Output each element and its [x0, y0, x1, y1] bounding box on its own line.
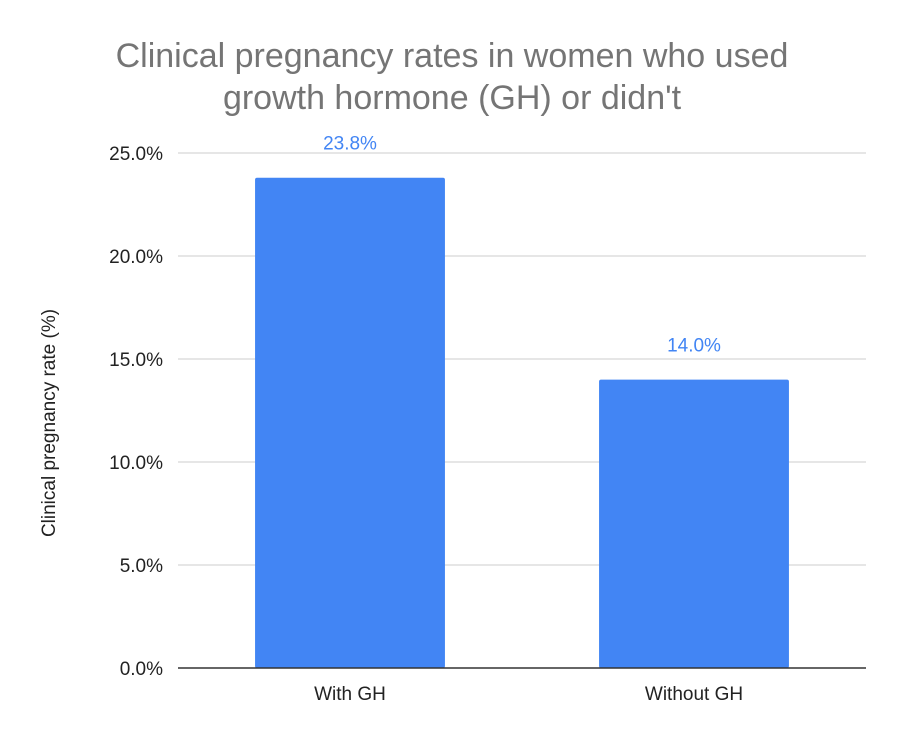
chart-title: Clinical pregnancy rates in women who us… [116, 37, 789, 117]
y-tick-label: 0.0% [120, 659, 163, 680]
y-axis-label: Clinical pregnancy rate (%) [39, 309, 60, 537]
x-tick-label: With GH [314, 684, 386, 705]
bar [599, 379, 789, 668]
bars [255, 177, 789, 668]
y-tick-label: 15.0% [109, 350, 163, 371]
data-labels: 23.8% 14.0% [323, 134, 721, 357]
data-label: 14.0% [667, 336, 721, 357]
y-tick-label: 10.0% [109, 453, 163, 474]
x-axis-ticks: With GH Without GH [314, 684, 743, 705]
data-label: 23.8% [323, 134, 377, 155]
chart-title-line-2: growth hormone (GH) or didn't [223, 79, 682, 117]
x-tick-label: Without GH [645, 684, 743, 705]
bar [255, 177, 445, 668]
y-tick-label: 5.0% [120, 556, 163, 577]
chart-title-line-1: Clinical pregnancy rates in women who us… [116, 37, 789, 75]
y-axis-ticks: 0.0% 5.0% 10.0% 15.0% 20.0% 25.0% [109, 144, 163, 680]
y-tick-label: 20.0% [109, 247, 163, 268]
y-tick-label: 25.0% [109, 144, 163, 165]
